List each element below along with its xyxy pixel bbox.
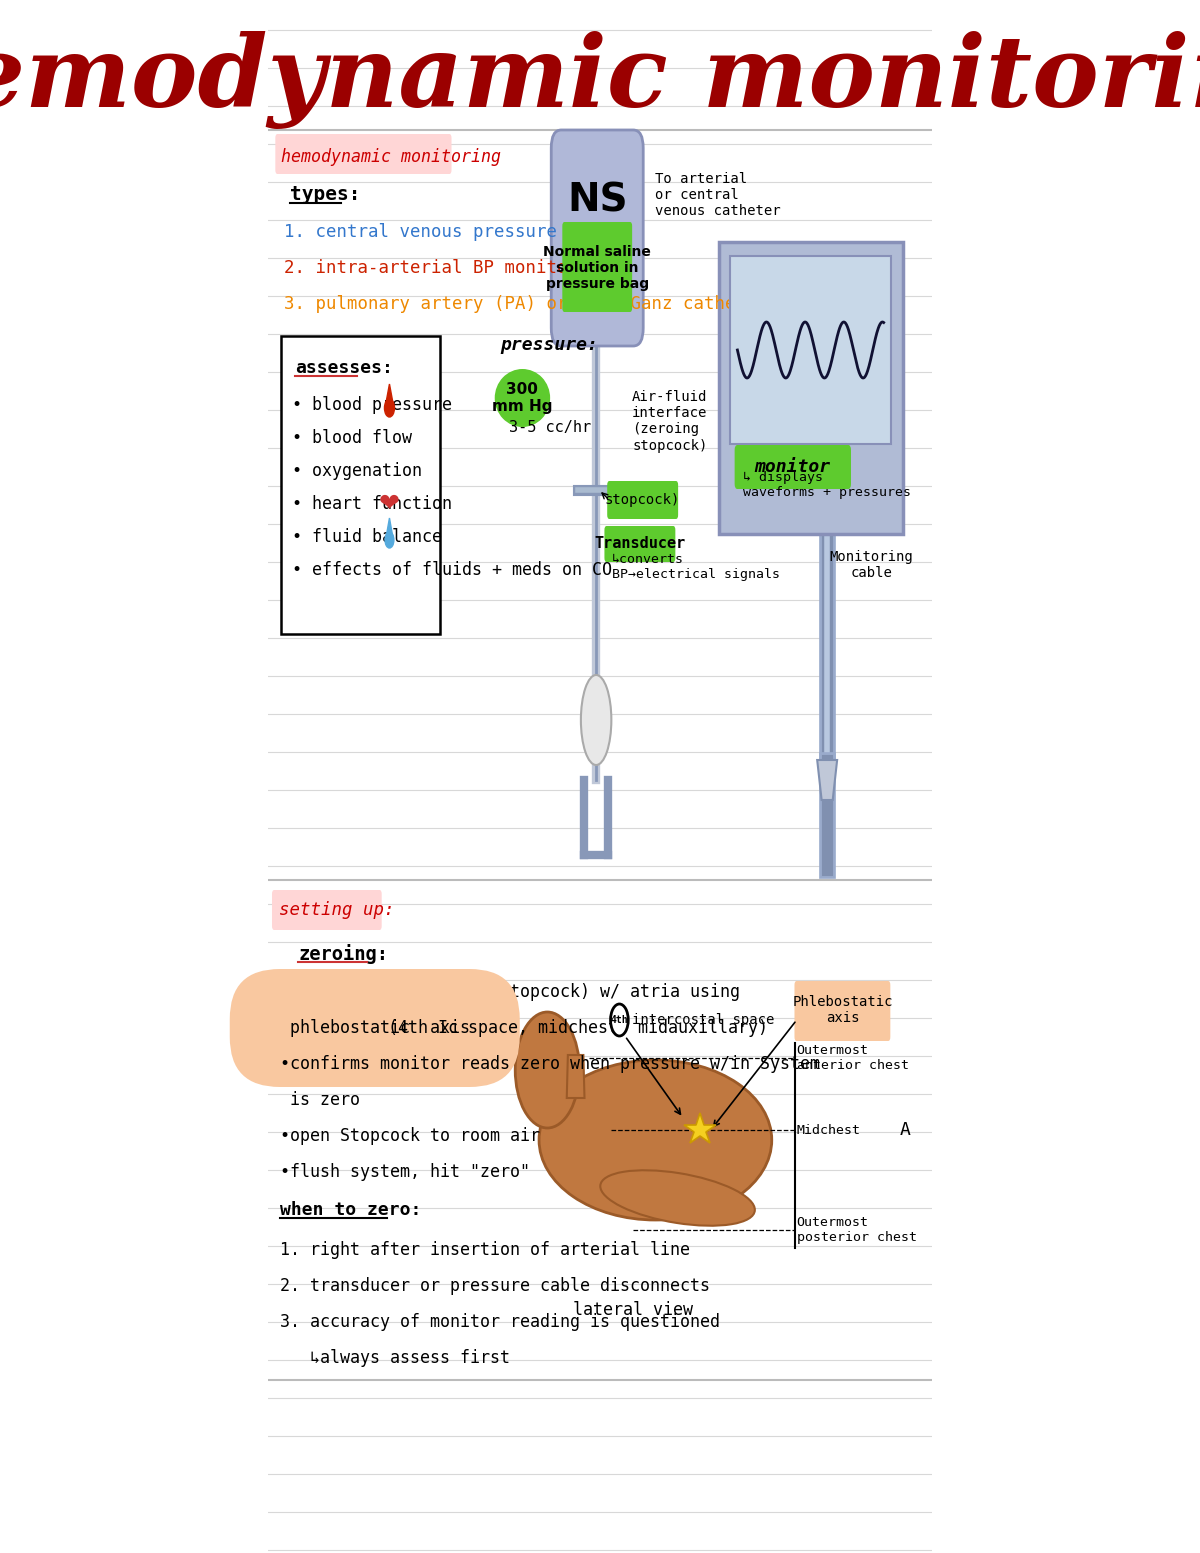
FancyBboxPatch shape [272,890,382,930]
Text: Normal saline
solution in
pressure bag: Normal saline solution in pressure bag [544,245,652,292]
Text: Midchest: Midchest [797,1123,860,1137]
Text: • blood pressure: • blood pressure [292,396,452,415]
FancyBboxPatch shape [275,134,451,174]
Text: Phlebostatic
axis: Phlebostatic axis [792,995,893,1025]
Text: • blood flow: • blood flow [292,429,412,447]
Text: 1. right after insertion of arterial line: 1. right after insertion of arterial lin… [280,1241,690,1259]
Text: •flush system, hit "zero": •flush system, hit "zero" [280,1163,529,1180]
Text: when to zero:: when to zero: [280,1200,421,1219]
Text: •aligning transducer (stopcock) w/ atria using: •aligning transducer (stopcock) w/ atria… [280,983,739,1002]
Text: Monitoring
cable: Monitoring cable [829,550,913,581]
Text: lateral view: lateral view [574,1301,694,1318]
Text: 2. transducer or pressure cable disconnects: 2. transducer or pressure cable disconne… [280,1277,709,1295]
Text: monitor: monitor [755,458,830,477]
FancyBboxPatch shape [719,242,902,534]
Circle shape [515,1013,580,1127]
Text: (4th Ic space, midchest, midauxillary): (4th Ic space, midchest, midauxillary) [378,1019,768,1037]
Text: A: A [899,1121,910,1138]
Text: NS: NS [566,182,628,219]
Text: types:: types: [289,185,360,205]
FancyBboxPatch shape [734,446,851,489]
Text: hemodynamic monitoring: hemodynamic monitoring [282,148,502,166]
Text: ↳converts
BP→electrical signals: ↳converts BP→electrical signals [612,553,780,581]
Circle shape [385,533,394,548]
Text: ↳ displays
waveforms + pressures: ↳ displays waveforms + pressures [743,471,911,499]
Text: 1. central venous pressure  (CVP): 1. central venous pressure (CVP) [284,224,631,241]
FancyBboxPatch shape [794,981,890,1041]
Polygon shape [385,519,394,540]
FancyBboxPatch shape [551,130,643,346]
Text: stopcock): stopcock) [605,492,680,506]
Text: setting up:: setting up: [278,901,394,919]
Ellipse shape [494,370,550,427]
FancyBboxPatch shape [730,256,892,444]
Polygon shape [566,1054,584,1098]
Text: 3. accuracy of monitor reading is questioned: 3. accuracy of monitor reading is questi… [280,1312,720,1331]
Text: Outermost
posterior chest: Outermost posterior chest [797,1216,917,1244]
Text: •confirms monitor reads zero when pressure w/in System: •confirms monitor reads zero when pressu… [280,1054,820,1073]
Text: pressure:: pressure: [500,335,598,354]
Text: ↳always assess first: ↳always assess first [280,1350,510,1367]
Circle shape [384,399,395,418]
Ellipse shape [539,1061,772,1221]
Text: 4th: 4th [611,1016,629,1025]
FancyBboxPatch shape [605,526,676,562]
FancyBboxPatch shape [281,335,440,634]
Text: Air-fluid
interface
(zeroing
stopcock): Air-fluid interface (zeroing stopcock) [632,390,708,452]
Text: ❤: ❤ [379,492,400,516]
Text: is zero: is zero [280,1092,360,1109]
Polygon shape [385,384,394,408]
FancyBboxPatch shape [607,481,678,519]
Text: • heart function: • heart function [292,495,452,512]
Text: 3-5 cc/hr: 3-5 cc/hr [509,419,590,435]
Text: phlebostatic  axis: phlebostatic axis [280,1019,469,1037]
Text: Hemodynamic monitoring: Hemodynamic monitoring [0,31,1200,129]
Ellipse shape [600,1171,755,1225]
Text: 3. pulmonary artery (PA) or Swan Ganz catheter: 3. pulmonary artery (PA) or Swan Ganz ca… [284,295,767,314]
Polygon shape [817,759,838,800]
Text: zeroing:: zeroing: [298,944,388,964]
FancyBboxPatch shape [563,222,632,312]
Text: 2. intra-arterial BP monitoring: 2. intra-arterial BP monitoring [284,259,610,276]
Text: • fluid balance: • fluid balance [292,528,442,547]
Text: •open Stopcock to room air: •open Stopcock to room air [280,1127,540,1145]
Text: • effects of fluids + meds on CO: • effects of fluids + meds on CO [292,561,612,579]
Text: intercostal space: intercostal space [631,1013,774,1027]
Circle shape [611,1003,629,1036]
Text: Transducer: Transducer [594,536,685,551]
Ellipse shape [581,676,611,766]
Text: To arterial
or central
venous catheter: To arterial or central venous catheter [655,172,781,219]
Text: Outermost
anterior chest: Outermost anterior chest [797,1044,908,1072]
Text: assesses:: assesses: [295,359,394,377]
Text: • oxygenation: • oxygenation [292,461,422,480]
Text: 300
mm Hg: 300 mm Hg [492,382,553,415]
